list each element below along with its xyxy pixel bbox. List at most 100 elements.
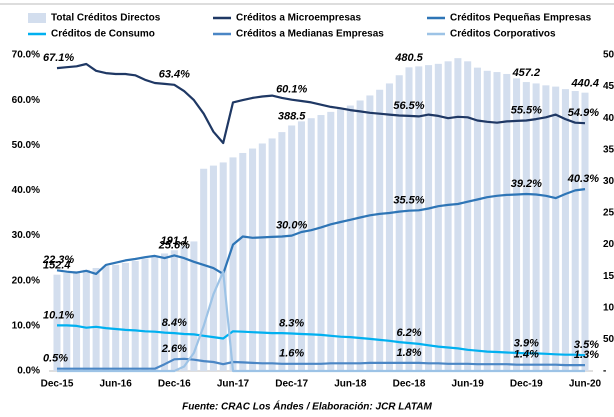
line (57, 270, 585, 373)
bar (141, 258, 149, 371)
bar (395, 75, 403, 371)
bar (483, 70, 491, 372)
y-tick-label: 0.0% (17, 366, 40, 377)
data-label: 191.1 (161, 235, 189, 247)
bar (151, 255, 159, 371)
bar (552, 86, 560, 371)
bar (464, 61, 472, 371)
bar (376, 89, 384, 371)
data-label: 457.2 (512, 67, 541, 79)
bar (278, 132, 286, 371)
bar (53, 274, 61, 371)
y2-tick-label: 250 (603, 208, 614, 219)
y-tick-label: 50.0% (12, 140, 40, 151)
x-tick-label: Jun-16 (100, 379, 133, 390)
data-label: 1.4% (514, 349, 539, 361)
data-label: 2.6% (161, 343, 187, 355)
bar (82, 269, 90, 371)
data-label: 30.0% (276, 219, 307, 231)
legend-label: Créditos a Medianas Empresas (236, 29, 384, 40)
bar (92, 267, 100, 371)
data-label: 3.5% (574, 339, 599, 351)
data-label: 6.2% (396, 327, 421, 339)
data-label: 67.1% (43, 52, 74, 64)
legend-label: Créditos a Microempresas (236, 13, 361, 24)
data-label: 8.3% (279, 317, 304, 329)
bar (288, 125, 296, 371)
x-tick-label: Dec-18 (393, 379, 426, 390)
y-tick-label: 40.0% (12, 185, 40, 196)
data-label: 152.4 (43, 260, 71, 272)
y2-tick-label: 500 (603, 50, 614, 61)
source-note: Fuente: CRAC Los Ándes / Elaboración: JC… (182, 400, 432, 413)
bar (513, 78, 521, 371)
legend-label: Total Créditos Directos (51, 13, 161, 24)
x-tick-label: Jun-19 (452, 379, 485, 390)
line (57, 357, 585, 370)
data-label: 22.3% (42, 254, 74, 266)
bar (473, 67, 481, 371)
y-tick-label: 20.0% (12, 275, 40, 286)
bar (161, 253, 169, 371)
data-label: 60.1% (276, 84, 307, 96)
y2-tick-label: 150 (603, 271, 614, 282)
y2-tick-label: - (603, 366, 606, 377)
bar (561, 89, 569, 372)
data-label: 1.8% (396, 347, 421, 359)
bar (121, 262, 129, 371)
bar (571, 91, 579, 372)
bar (366, 95, 374, 371)
x-tick-label: Dec-16 (158, 379, 191, 390)
bar (190, 241, 198, 371)
line (56, 62, 586, 145)
bar (425, 65, 433, 371)
bar (297, 121, 305, 371)
line (56, 188, 586, 275)
y-tick-label: 30.0% (12, 230, 40, 241)
bar (180, 245, 188, 371)
y2-tick-label: 350 (603, 144, 614, 155)
bar (337, 108, 345, 371)
bar (317, 115, 325, 371)
bar (307, 118, 315, 371)
bar (434, 63, 442, 372)
data-label: 0.5% (43, 353, 68, 365)
x-tick-label: Dec-19 (510, 379, 543, 390)
y2-tick-label: 200 (603, 239, 614, 250)
legend-label: Créditos Pequeñas Empresas (450, 13, 592, 24)
bar (522, 82, 530, 372)
bar (581, 92, 589, 371)
bar (454, 58, 462, 371)
x-tick-label: Dec-17 (275, 379, 308, 390)
data-label: 440.4 (570, 78, 599, 90)
data-label: 25.6% (158, 239, 190, 251)
data-label: 63.4% (159, 69, 190, 81)
bar (385, 83, 393, 371)
legend-label: Créditos de Consumo (51, 29, 155, 40)
data-label: 388.5 (278, 110, 306, 122)
bar (258, 143, 266, 371)
bar (239, 152, 247, 371)
bar (170, 250, 178, 371)
data-label: 56.5% (393, 100, 424, 112)
y2-tick-label: 300 (603, 176, 614, 187)
bar (112, 264, 120, 371)
bar (73, 271, 81, 371)
bar (249, 148, 257, 371)
data-label: 480.5 (394, 52, 423, 64)
bar (131, 261, 139, 371)
data-label: 40.3% (567, 173, 599, 185)
y2-tick-label: 450 (603, 81, 614, 92)
x-tick-label: Jun-18 (334, 379, 367, 390)
line (57, 324, 586, 357)
data-label: 39.2% (511, 178, 542, 190)
bar (268, 138, 276, 371)
data-label: 3.9% (514, 337, 539, 349)
y2-tick-label: 100 (603, 302, 614, 313)
y-tick-label: 10.0% (12, 320, 40, 331)
y2-tick-label: 400 (603, 113, 614, 124)
legend-swatch (28, 13, 46, 23)
y2-tick-label: 50 (603, 334, 614, 345)
